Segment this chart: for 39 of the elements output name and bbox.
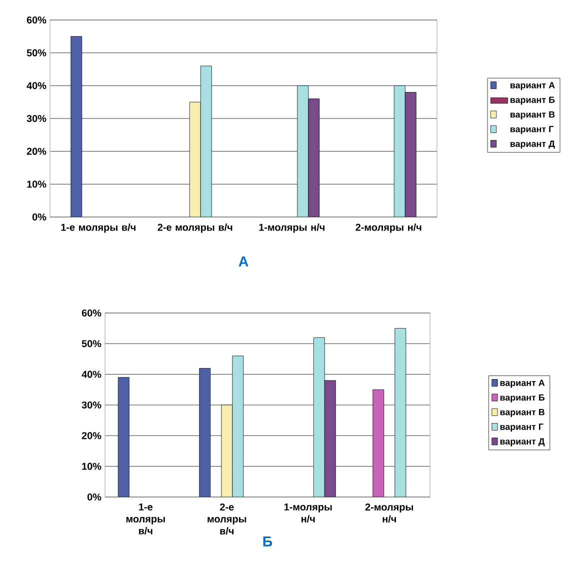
x-tick-label: 1-моляры н/ч [259,224,324,233]
legend-label: вариант Б [510,96,555,105]
text: А [238,256,248,266]
y-tick-label: 50% [82,340,102,348]
legend-label: вариант Г [510,126,554,134]
x-tick-label: 2-е моляры в/ч [158,224,232,233]
x-tick-label: 2-моляры н/ч [365,504,414,523]
x-tick-label: 2-моляры н/ч [356,224,422,233]
y-tick-label: 30% [82,401,102,409]
legend-label: вариант Б [500,394,545,402]
bar [118,377,130,497]
text: Б [263,536,272,546]
y-tick-label: 0% [32,213,46,221]
y-tick-label: 10% [27,180,46,188]
legend-label: вариант Г [500,424,544,432]
bar [199,368,211,497]
y-tick-label: 10% [82,462,102,470]
legend-label: вариант Д [500,438,545,446]
legend-label: вариант Д [510,140,555,149]
x-tick-label: 1-моляры н/ч [284,504,332,523]
y-tick-label: 50% [26,49,46,56]
y-tick-label: 0% [87,493,102,501]
x-tick-label: 1-е моляры в/ч [61,224,136,233]
x-tick-label: 2-е моляры в/ч [208,504,246,535]
bar [232,356,244,497]
legend-label: вариант А [510,82,555,90]
y-tick-label: 30% [26,114,46,122]
legend-label: вариант В [510,111,555,120]
legend-label: вариант В [500,409,544,418]
y-tick-label: 60% [26,16,46,24]
y-tick-label: 40% [82,370,102,378]
x-tick-label: 1-е моляры в/ч [126,504,165,534]
y-tick-label: 20% [26,148,46,155]
y-tick-label: 40% [26,82,46,90]
bar [313,337,325,497]
bar [394,328,406,497]
y-tick-label: 20% [82,432,102,440]
y-tick-label: 60% [82,309,102,317]
legend-label: вариант А [500,380,545,388]
